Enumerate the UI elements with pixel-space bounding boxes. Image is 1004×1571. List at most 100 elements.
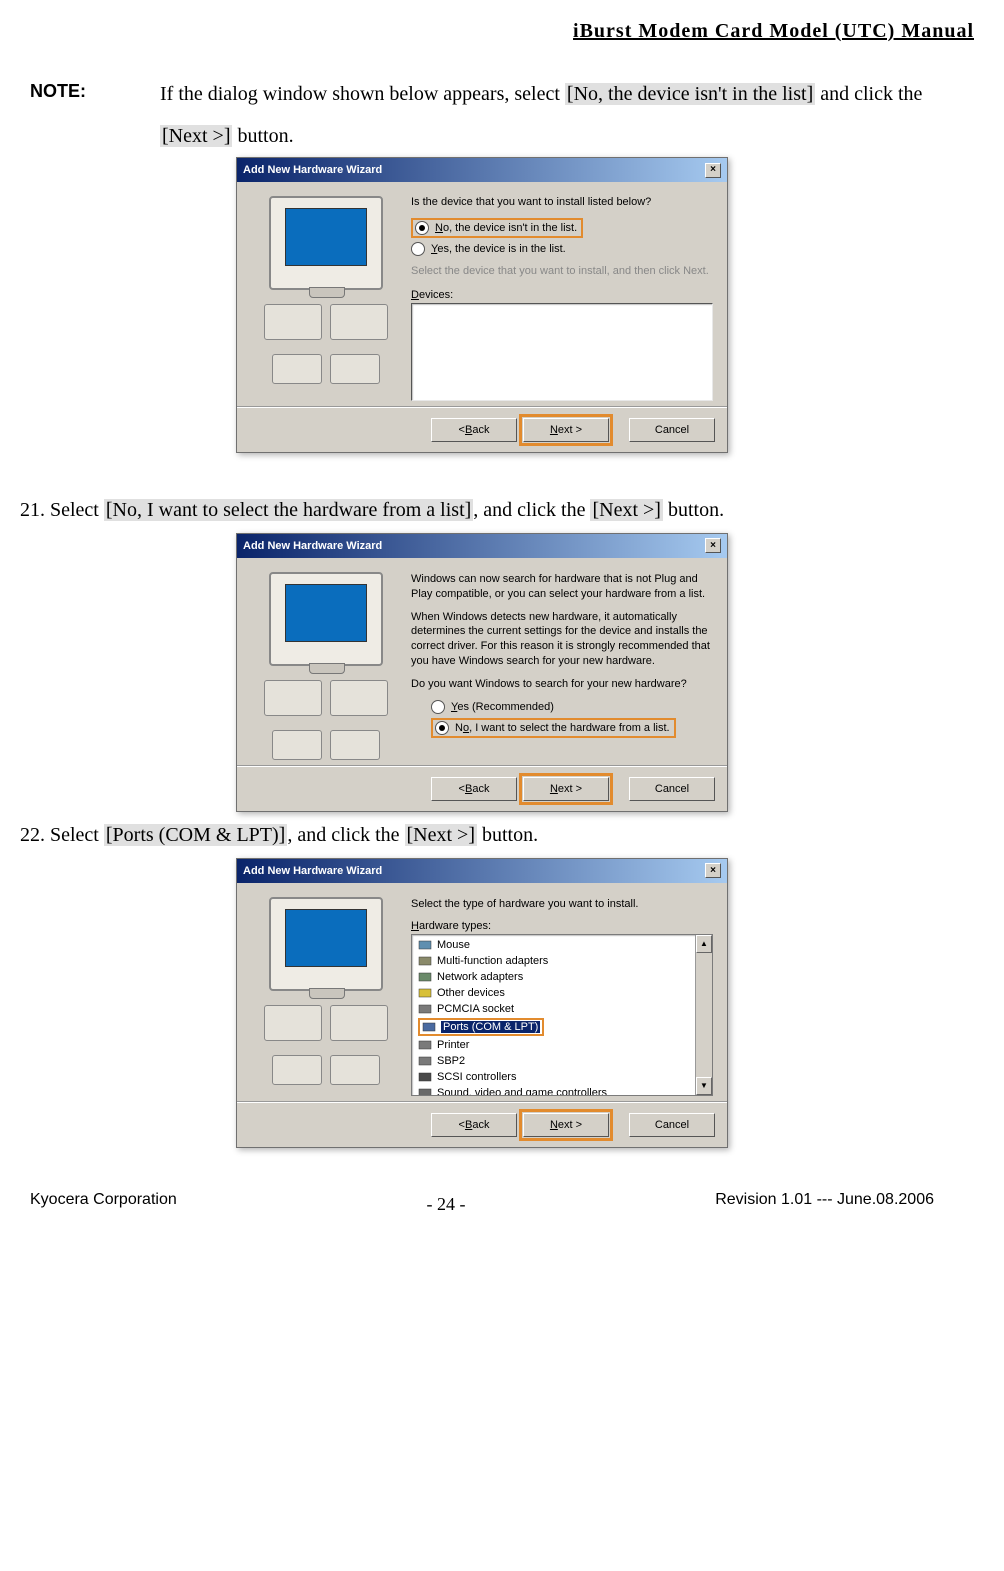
note-text-c: button. (232, 125, 293, 147)
hardware-icon (418, 1070, 432, 1084)
note-text-b: and click the (815, 83, 922, 105)
hardware-icon (418, 986, 432, 1000)
hardware-type-label: Other devices (437, 987, 505, 999)
hardware-type-item[interactable]: SCSI controllers (416, 1069, 694, 1085)
wizard-3-graphic (251, 897, 411, 1096)
wizard-2-p2: When Windows detects new hardware, it au… (411, 610, 713, 669)
hardware-type-label: PCMCIA socket (437, 1003, 514, 1015)
note-label: NOTE: (20, 73, 160, 157)
step-21-mid: , and click the (473, 499, 590, 521)
close-icon[interactable]: × (705, 863, 721, 878)
hardware-icon (418, 970, 432, 984)
cancel-button[interactable]: Cancel (629, 418, 715, 442)
back-button[interactable]: < Back (431, 1113, 517, 1137)
wizard-3-titlebar: Add New Hardware Wizard × (237, 859, 727, 883)
device-icon (330, 304, 388, 340)
device-icon (330, 1055, 380, 1085)
hardware-icon (418, 1054, 432, 1068)
radio-icon (431, 700, 445, 714)
wizard-1-buttons: < Back Next > Cancel (237, 407, 727, 452)
wizard-3: Add New Hardware Wizard × Select the typ… (236, 858, 728, 1148)
hardware-type-label: Printer (437, 1039, 469, 1051)
hardware-type-label: Network adapters (437, 971, 523, 983)
next-button[interactable]: Next > (523, 777, 609, 801)
step-22-post: button. (477, 824, 538, 846)
cancel-button[interactable]: Cancel (629, 777, 715, 801)
manual-page: iBurst Modem Card Model (UTC) Manual NOT… (0, 0, 1004, 1239)
wizard-2-option-yes-label: Yes (Recommended) (451, 701, 554, 713)
hardware-types-list[interactable]: Mouse Multi-function adapters Network adap… (411, 934, 713, 1096)
hardware-type-item[interactable]: Network adapters (416, 969, 694, 985)
back-button[interactable]: < Back (431, 418, 517, 442)
step-22-pre: 22. Select (20, 824, 104, 846)
footer-right: Revision 1.01 --- June.08.2006 (715, 1191, 934, 1209)
close-icon[interactable]: × (705, 163, 721, 178)
wizard-2-title: Add New Hardware Wizard (243, 540, 382, 552)
device-icon (272, 730, 322, 760)
hardware-icon (422, 1020, 436, 1034)
hardware-type-label: Multi-function adapters (437, 955, 548, 967)
wizard-1-graphic (251, 196, 411, 401)
wizard-1-question: Is the device that you want to install l… (411, 196, 713, 208)
step-21-hl-b: [Next >] (590, 499, 662, 521)
close-icon[interactable]: × (705, 538, 721, 553)
hardware-type-label: Mouse (437, 939, 470, 951)
wizard-1: Add New Hardware Wizard × Is the device … (236, 157, 728, 453)
note-text: If the dialog window shown below appears… (160, 73, 944, 157)
hardware-type-item[interactable]: Mouse (416, 937, 694, 953)
radio-icon (411, 242, 425, 256)
page-header: iBurst Modem Card Model (UTC) Manual (20, 20, 974, 43)
monitor-icon (269, 572, 383, 666)
wizard-2-graphic (251, 572, 411, 760)
wizard-2-titlebar: Add New Hardware Wizard × (237, 534, 727, 558)
wizard-1-option-yes[interactable]: Yes, the device is in the list. (411, 242, 713, 256)
hardware-type-item[interactable]: PCMCIA socket (416, 1001, 694, 1017)
note-hl-b: [Next >] (160, 125, 232, 147)
hardware-type-item[interactable]: Ports (COM & LPT) (416, 1017, 694, 1037)
wizard-1-titlebar: Add New Hardware Wizard × (237, 158, 727, 182)
note-text-a: If the dialog window shown below appears… (160, 83, 565, 105)
scrollbar[interactable]: ▲ ▼ (695, 935, 712, 1095)
hardware-type-item[interactable]: Sound, video and game controllers (416, 1085, 694, 1096)
hardware-icon (418, 938, 432, 952)
device-icon (272, 1055, 322, 1085)
scroll-up-icon[interactable]: ▲ (696, 935, 712, 953)
step-21-post: button. (663, 499, 724, 521)
devices-listbox[interactable] (411, 303, 713, 401)
step-22-hl-a: [Ports (COM & LPT)] (104, 824, 287, 846)
hardware-icon (418, 1038, 432, 1052)
hardware-types-label: Hardware types: (411, 920, 713, 932)
wizard-2-option-yes[interactable]: Yes (Recommended) (431, 700, 713, 714)
footer-left: Kyocera Corporation (30, 1191, 177, 1209)
wizard-1-hint: Select the device that you want to insta… (411, 264, 713, 279)
radio-icon (435, 721, 449, 735)
monitor-icon (269, 897, 383, 991)
device-icon (264, 1005, 322, 1041)
wizard-1-title: Add New Hardware Wizard (243, 164, 382, 176)
device-icon (330, 354, 380, 384)
hardware-type-item[interactable]: Multi-function adapters (416, 953, 694, 969)
next-button[interactable]: Next > (523, 1113, 609, 1137)
device-icon (330, 730, 380, 760)
hardware-icon (418, 954, 432, 968)
cancel-button[interactable]: Cancel (629, 1113, 715, 1137)
scroll-down-icon[interactable]: ▼ (696, 1077, 712, 1095)
hardware-type-label: Sound, video and game controllers (437, 1087, 607, 1096)
wizard-2-p3: Do you want Windows to search for your n… (411, 677, 713, 692)
hardware-type-item[interactable]: Printer (416, 1037, 694, 1053)
device-icon (264, 304, 322, 340)
step-21-hl-a: [No, I want to select the hardware from … (104, 499, 473, 521)
hardware-type-item[interactable]: Other devices (416, 985, 694, 1001)
hardware-type-item[interactable]: SBP2 (416, 1053, 694, 1069)
wizard-2-buttons: < Back Next > Cancel (237, 766, 727, 811)
wizard-1-option-no[interactable]: No, the device isn't in the list. (411, 218, 713, 238)
back-button[interactable]: < Back (431, 777, 517, 801)
hardware-type-label: Ports (COM & LPT) (441, 1021, 540, 1033)
hardware-icon (418, 1086, 432, 1096)
step-22-hl-b: [Next >] (405, 824, 477, 846)
hardware-type-label: SBP2 (437, 1055, 465, 1067)
next-button[interactable]: Next > (523, 418, 609, 442)
radio-icon (415, 221, 429, 235)
footer-page: - 24 - (426, 1194, 465, 1215)
wizard-2-option-no[interactable]: No, I want to select the hardware from a… (431, 718, 713, 738)
